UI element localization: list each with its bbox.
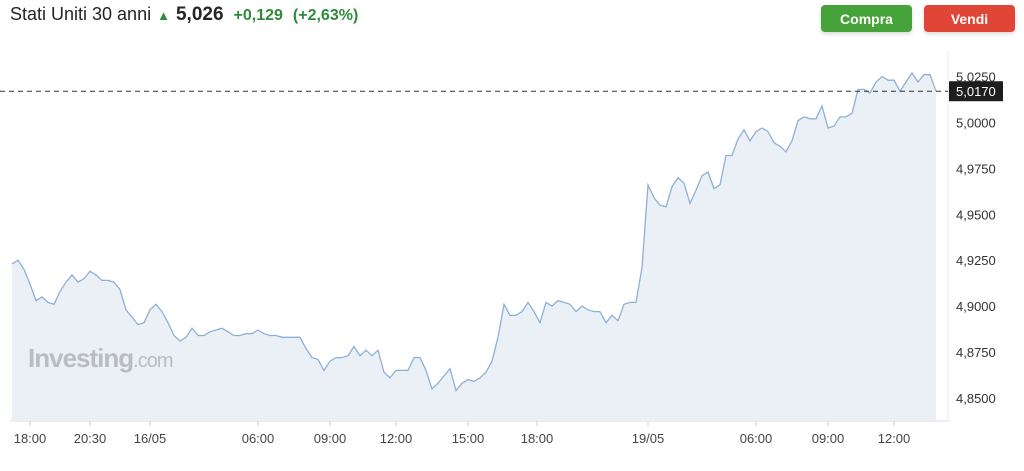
price-line xyxy=(11,71,937,392)
y-tick-label: 4,8750 xyxy=(956,345,996,360)
price-change: +0,129 xyxy=(233,7,283,24)
x-tick-label: 19/05 xyxy=(632,431,665,446)
investing-logo-watermark: Investing.com xyxy=(28,343,173,373)
x-tick-label: 12:00 xyxy=(878,431,911,446)
y-tick-label: 4,8500 xyxy=(956,391,996,406)
y-tick-label: 4,9750 xyxy=(956,161,996,176)
x-tick-label: 15:00 xyxy=(452,431,485,446)
x-tick-label: 18:00 xyxy=(521,431,554,446)
x-tick-label: 06:00 xyxy=(242,431,275,446)
y-tick-label: 4,9250 xyxy=(956,253,996,268)
x-tick-label: 09:00 xyxy=(314,431,347,446)
current-price-badge xyxy=(949,81,1003,102)
price-change-pct: (+2,63%) xyxy=(292,7,359,24)
x-tick-label: 16/05 xyxy=(134,431,167,446)
y-tick-label: 4,9500 xyxy=(956,207,996,222)
buy-button[interactable]: Compra xyxy=(821,5,912,32)
current-price-label: 5,0170 xyxy=(956,84,996,99)
arrow-up-icon: ▲ xyxy=(157,8,170,23)
x-tick-label: 20:30 xyxy=(74,431,107,446)
x-tick-label: 18:00 xyxy=(14,431,47,446)
y-tick-label: 5,0000 xyxy=(956,115,996,130)
sell-button[interactable]: Vendi xyxy=(924,5,1015,32)
x-tick-label: 06:00 xyxy=(740,431,773,446)
x-tick-label: 12:00 xyxy=(380,431,413,446)
x-tick-label: 09:00 xyxy=(812,431,845,446)
instrument-name: Stati Uniti 30 anni xyxy=(10,4,152,24)
y-tick-label: 5,0250 xyxy=(956,70,996,85)
instrument-header: Stati Uniti 30 anni ▲ 5,026 +0,129 (+2,6… xyxy=(10,4,358,26)
price-area xyxy=(12,72,936,421)
last-price: 5,026 xyxy=(175,4,224,25)
y-tick-label: 4,9000 xyxy=(956,299,996,314)
